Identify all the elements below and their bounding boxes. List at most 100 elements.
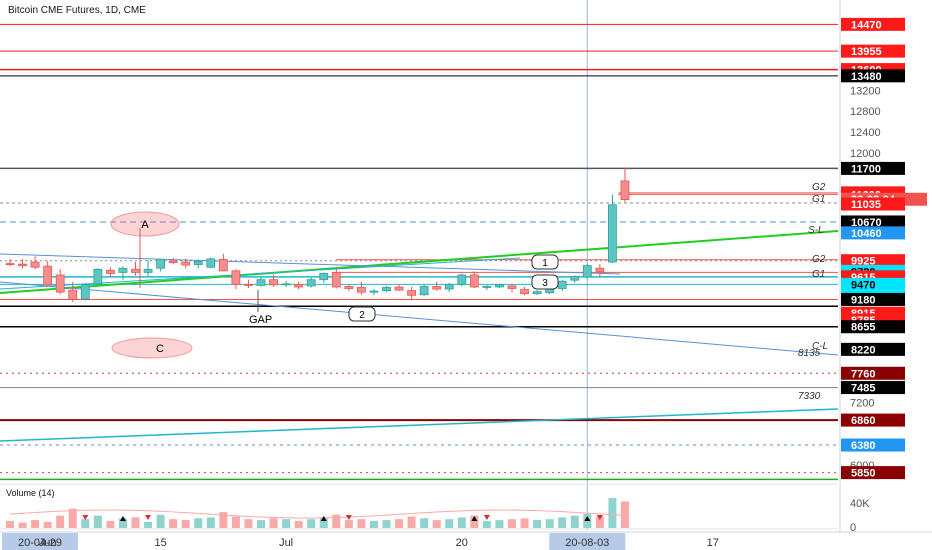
callout-3-box (531, 274, 559, 290)
volume-bar (93, 515, 102, 528)
candle-body (168, 260, 178, 263)
annotation-label-c: C (156, 343, 164, 355)
volume-bar (520, 518, 529, 528)
candle-body (193, 261, 203, 266)
candle-body (206, 258, 216, 268)
time-axis-label: Jul (279, 537, 293, 549)
price-axis[interactable]: 1320012800124001200072006000144701395513… (839, 0, 932, 534)
signal-arrow-up (584, 516, 591, 521)
callout-2: 2 (359, 310, 365, 321)
price-tag (841, 254, 905, 268)
volume-bar (545, 519, 554, 528)
candle-body (231, 270, 241, 285)
candle-body (5, 263, 15, 265)
trendline-blue-down (0, 281, 839, 356)
price-tag-label: 11035 (851, 199, 881, 211)
candle-body (570, 276, 580, 281)
price-tag (841, 438, 905, 452)
volume-bar (508, 519, 516, 528)
candle-body (382, 287, 391, 292)
time-axis-cursor-tag (549, 533, 626, 550)
candle-body (244, 283, 253, 286)
volume-bar (131, 517, 140, 528)
candle-body (557, 280, 567, 289)
price-tag-label: 8220 (851, 344, 875, 356)
candle-body (507, 285, 517, 289)
price-tag-label: 10460 (851, 228, 882, 240)
volume-bar (344, 520, 353, 528)
price-tag-label: 9180 (851, 294, 875, 306)
volume-bar (407, 516, 416, 528)
candle-body (106, 269, 115, 274)
candle-body (118, 267, 128, 273)
annotation-label-a: A (141, 219, 149, 231)
volume-bar (18, 522, 27, 528)
volume-bar (357, 519, 366, 528)
candle-body (30, 261, 40, 268)
candle-body (482, 286, 492, 288)
price-tag (841, 226, 905, 240)
volume-bar (269, 518, 278, 528)
chart-title: Bitcoin CME Futures, 1D, CME (8, 5, 146, 16)
candle-body (495, 284, 504, 288)
price-axis-label: 12000 (850, 148, 881, 160)
volume-bar (181, 520, 190, 528)
volume-bar (382, 520, 391, 528)
candle-body (55, 274, 65, 293)
volume-bar (558, 517, 567, 528)
volume-axis-zero: 0 (850, 522, 856, 534)
time-axis-label: 15 (154, 537, 166, 549)
volume-bar (31, 520, 40, 528)
volume-bar (43, 521, 52, 528)
candlestick-series (5, 167, 630, 303)
callout-3: 3 (542, 278, 548, 289)
callout-1-box (531, 254, 559, 270)
trendline-cyan (0, 408, 839, 442)
candle-body (532, 291, 542, 295)
candle-body (93, 268, 103, 285)
signal-arrow-down (345, 515, 352, 520)
volume-bar (144, 521, 153, 528)
price-axis-label: 12800 (850, 106, 881, 118)
price-tag-label: 6380 (851, 440, 875, 452)
volume-bar (81, 519, 90, 528)
volume-bar (608, 498, 617, 528)
price-tag-label: 9470 (851, 279, 875, 291)
price-tag-label: 11700 (851, 163, 881, 175)
annotation-circle-c (111, 337, 193, 359)
label-g1-upper: G1 (812, 194, 825, 205)
candle-body (394, 286, 404, 291)
price-tag (841, 69, 905, 83)
trendline-blue-flat (0, 253, 621, 275)
price-axis-label: 7200 (850, 397, 874, 409)
candle-body (419, 286, 429, 296)
volume-bar (369, 520, 378, 528)
volume-bar (420, 518, 429, 528)
volume-bar (620, 501, 629, 528)
candle-body (18, 263, 27, 267)
price-tag-label: 13955 (851, 46, 882, 58)
label-g2-lower: G2 (812, 254, 826, 265)
price-tag (841, 197, 905, 211)
candle-body (331, 271, 341, 288)
price-tag (841, 342, 905, 356)
volume-bar (68, 508, 77, 528)
candle-body (281, 283, 291, 286)
candle-body (457, 274, 467, 285)
price-tag (841, 381, 905, 395)
candle-body (294, 283, 304, 288)
time-axis-background (0, 532, 932, 550)
price-tag-label: 14470 (851, 19, 882, 31)
label-g2-upper: G2 (812, 182, 826, 193)
price-tag (841, 161, 905, 175)
time-axis-label: 20 (456, 537, 468, 549)
candle-body (582, 265, 592, 278)
time-axis-label: 20-04-29 (18, 537, 62, 549)
volume-bar (470, 515, 479, 528)
callout-2-box (348, 306, 376, 322)
price-tag-label: 8655 (851, 322, 875, 334)
price-tag (841, 320, 905, 334)
label-7330: 7330 (798, 391, 821, 402)
